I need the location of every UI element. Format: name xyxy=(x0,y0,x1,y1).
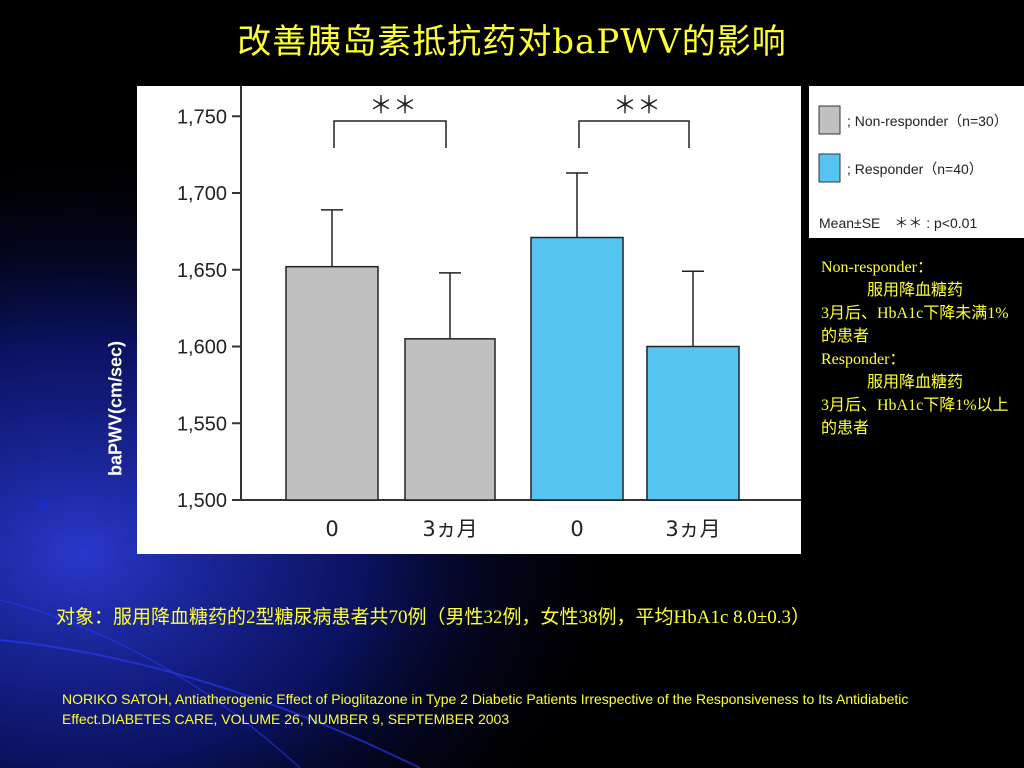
responder-title: Responder： xyxy=(821,351,906,368)
bar xyxy=(530,236,624,501)
significance-bracket xyxy=(333,120,447,148)
legend-label: ; Non-responder（n=30） xyxy=(847,113,1008,129)
legend-swatch xyxy=(818,105,841,135)
y-tick-label: 1,600 xyxy=(177,337,227,359)
y-tick-label: 1,500 xyxy=(177,490,227,512)
x-tick-label: 0 xyxy=(325,517,338,541)
subject-text: 对象：服用降血糖药的2型糖尿病患者共70例（男性32例，女性38例，平均HbA1… xyxy=(56,607,811,628)
bar xyxy=(285,265,379,501)
page-title: 改善胰岛素抵抗药对baPWV的影响 xyxy=(237,22,787,62)
y-axis-label: baPWV(cm/sec) xyxy=(105,340,126,477)
chart-panel: 1,500 1,550 1,600 1,650 1,700 1,750 0 3ヵ月 0 3ヵ月 ＊＊… xyxy=(137,86,801,554)
nonresponder-line2: 3月后、HbA1c下降未满1%的患者 xyxy=(821,305,1009,345)
bar-chart: 1,500 1,550 1,600 1,650 1,700 1,750 0 3ヵ月 0 3ヵ月 ＊＊… xyxy=(177,86,801,541)
y-tick-label: 1,750 xyxy=(177,106,227,128)
citation-text: NORIKO SATOH, Antiatherogenic Effect of … xyxy=(62,691,909,727)
significance-label: ＊＊ xyxy=(613,91,661,119)
significance-bracket xyxy=(578,120,690,148)
legend-swatch xyxy=(818,153,841,183)
x-tick-label: 0 xyxy=(570,517,583,541)
nonresponder-line1: 服用降血糖药 xyxy=(867,282,964,299)
legend-panel: ; Non-responder（n=30） ; Responder（n=40） Me… xyxy=(809,86,1024,238)
bar xyxy=(404,338,496,501)
y-tick-label: 1,700 xyxy=(177,183,227,205)
definition-notes: Non-responder： 服用降血糖药 3月后、HbA1c下降未满1%的患者… xyxy=(821,256,1021,440)
nonresponder-title: Non-responder： xyxy=(821,259,933,276)
legend: ; Non-responder（n=30） ; Responder（n=40） Me… xyxy=(818,105,1008,231)
x-tick-label: 3ヵ月 xyxy=(422,517,477,541)
legend-label: ; Responder（n=40） xyxy=(847,161,983,177)
responder-line2: 3月后、HbA1c下降1%以上的患者 xyxy=(821,397,1009,437)
significance-label: ＊＊ xyxy=(369,91,417,119)
y-tick-label: 1,550 xyxy=(177,413,227,435)
bar xyxy=(646,345,740,501)
x-tick-label: 3ヵ月 xyxy=(665,517,720,541)
y-tick-label: 1,650 xyxy=(177,260,227,282)
responder-line1: 服用降血糖药 xyxy=(867,374,964,391)
legend-note: Mean±SE ＊＊ : p<0.01 xyxy=(819,215,977,231)
